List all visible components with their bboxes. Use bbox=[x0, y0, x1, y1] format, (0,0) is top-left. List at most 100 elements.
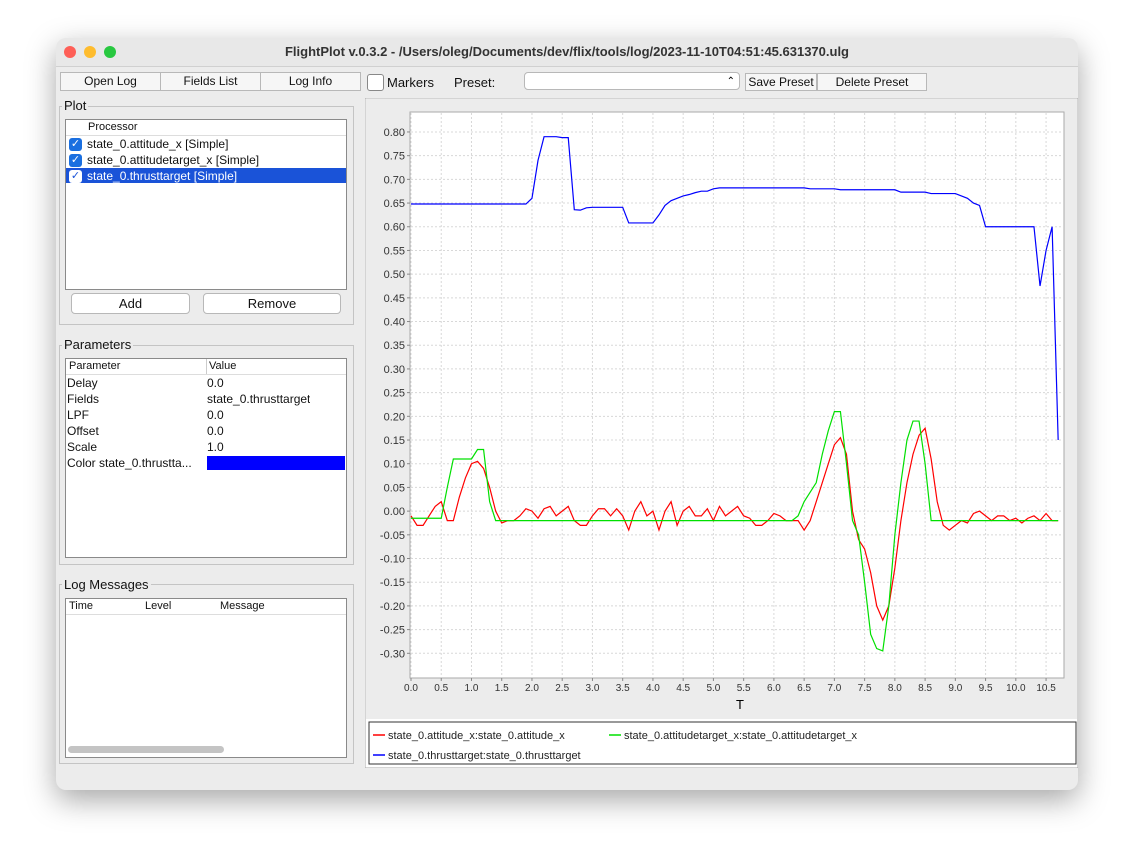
x-tick-label: 6.0 bbox=[767, 683, 781, 694]
parameter-value[interactable]: 1.0 bbox=[207, 440, 224, 454]
delete-preset-button[interactable]: Delete Preset bbox=[817, 73, 927, 91]
markers-checkbox[interactable] bbox=[367, 74, 384, 91]
parameter-name[interactable]: Delay bbox=[67, 376, 98, 390]
close-button[interactable] bbox=[64, 46, 76, 58]
remove-button[interactable]: Remove bbox=[203, 293, 341, 314]
y-tick-label: 0.40 bbox=[384, 317, 405, 329]
x-tick-label: 6.5 bbox=[797, 683, 811, 694]
x-tick-label: 9.5 bbox=[979, 683, 993, 694]
legend-label: state_0.thrusttarget:state_0.thrusttarge… bbox=[388, 750, 581, 762]
save-preset-button[interactable]: Save Preset bbox=[745, 73, 817, 91]
parameter-name[interactable]: Fields bbox=[67, 392, 99, 406]
parameter-name[interactable]: Offset bbox=[67, 424, 99, 438]
processor-item[interactable]: state_0.attitudetarget_x [Simple] bbox=[87, 153, 259, 167]
y-tick-label: 0.45 bbox=[384, 293, 405, 305]
y-tick-label: 0.70 bbox=[384, 174, 405, 186]
log-table: Time Level Message bbox=[65, 598, 347, 758]
x-axis-label: T bbox=[736, 697, 744, 712]
y-tick-label: 0.00 bbox=[384, 506, 405, 518]
column-header: Parameter bbox=[69, 360, 120, 372]
parameter-value[interactable]: 0.0 bbox=[207, 424, 224, 438]
y-tick-label: -0.20 bbox=[380, 601, 405, 613]
x-tick-label: 8.5 bbox=[918, 683, 932, 694]
legend-label: state_0.attitudetarget_x:state_0.attitud… bbox=[624, 730, 857, 742]
y-tick-label: 0.10 bbox=[384, 459, 405, 471]
zoom-button[interactable] bbox=[104, 46, 116, 58]
x-tick-label: 0.0 bbox=[404, 683, 418, 694]
window-title: FlightPlot v.0.3.2 - /Users/oleg/Documen… bbox=[285, 44, 849, 59]
plot-group-title: Plot bbox=[62, 98, 88, 113]
log-messages-title: Log Messages bbox=[62, 577, 151, 592]
checkbox[interactable]: ✓ bbox=[69, 138, 82, 151]
x-tick-label: 9.0 bbox=[948, 683, 962, 694]
y-tick-label: 0.50 bbox=[384, 269, 405, 281]
y-tick-label: -0.15 bbox=[380, 577, 405, 589]
processor-list: Processor ✓ ✓ ✓ state_0.attitude_x [Simp… bbox=[65, 119, 347, 290]
minimize-button[interactable] bbox=[84, 46, 96, 58]
y-tick-label: 0.25 bbox=[384, 388, 405, 400]
parameter-name[interactable]: Scale bbox=[67, 440, 97, 454]
x-tick-label: 10.5 bbox=[1036, 683, 1056, 694]
y-tick-label: 0.15 bbox=[384, 435, 405, 447]
open-log-button[interactable]: Open Log bbox=[60, 72, 161, 91]
title-bar: FlightPlot v.0.3.2 - /Users/oleg/Documen… bbox=[56, 38, 1078, 67]
column-header: Time bbox=[69, 600, 93, 612]
x-tick-label: 4.0 bbox=[646, 683, 660, 694]
x-tick-label: 2.0 bbox=[525, 683, 539, 694]
parameter-name[interactable]: LPF bbox=[67, 408, 89, 422]
y-tick-label: 0.55 bbox=[384, 245, 405, 257]
y-tick-label: 0.35 bbox=[384, 340, 405, 352]
x-tick-label: 2.5 bbox=[555, 683, 569, 694]
x-tick-label: 3.5 bbox=[616, 683, 630, 694]
parameter-value[interactable]: state_0.thrusttarget bbox=[207, 392, 310, 406]
y-tick-label: 0.65 bbox=[384, 198, 405, 210]
preset-combo[interactable]: ⌃ bbox=[524, 72, 740, 90]
processor-item[interactable]: state_0.attitude_x [Simple] bbox=[87, 137, 228, 151]
processor-item[interactable]: state_0.thrusttarget [Simple] bbox=[87, 169, 237, 183]
x-tick-label: 5.0 bbox=[706, 683, 720, 694]
checkbox[interactable]: ✓ bbox=[69, 154, 82, 167]
app-window: FlightPlot v.0.3.2 - /Users/oleg/Documen… bbox=[56, 38, 1078, 790]
processor-header: Processor bbox=[88, 121, 138, 133]
parameters-title: Parameters bbox=[62, 337, 133, 352]
x-tick-label: 7.0 bbox=[827, 683, 841, 694]
add-button[interactable]: Add bbox=[71, 293, 190, 314]
column-header: Level bbox=[145, 600, 171, 612]
preset-label: Preset: bbox=[454, 75, 495, 90]
x-tick-label: 1.5 bbox=[495, 683, 509, 694]
plot-area bbox=[410, 112, 1064, 678]
checkbox[interactable]: ✓ bbox=[69, 170, 82, 183]
y-tick-label: 0.20 bbox=[384, 411, 405, 423]
chart: T 0.80 0.75 0.70 0.65 0.60 0.55 0.50 0.45 0.40 0.… bbox=[365, 98, 1078, 768]
parameter-name[interactable]: Color state_0.thrustta... bbox=[67, 456, 192, 470]
y-tick-label: 0.80 bbox=[384, 127, 405, 139]
parameters-table: Parameter Value Delay 0.0 Fields state_0.th… bbox=[65, 358, 347, 558]
column-header: Value bbox=[209, 360, 236, 372]
parameter-value[interactable]: 0.0 bbox=[207, 376, 224, 390]
legend-label: state_0.attitude_x:state_0.attitude_x bbox=[388, 730, 565, 742]
x-tick-label: 4.5 bbox=[676, 683, 690, 694]
x-tick-label: 0.5 bbox=[434, 683, 448, 694]
y-tick-label: -0.25 bbox=[380, 625, 405, 637]
y-tick-label: 0.05 bbox=[384, 482, 405, 494]
y-tick-label: -0.30 bbox=[380, 648, 405, 660]
markers-label: Markers bbox=[387, 75, 434, 90]
color-swatch[interactable] bbox=[207, 456, 345, 470]
scrollbar[interactable] bbox=[68, 746, 224, 753]
x-tick-label: 1.0 bbox=[465, 683, 479, 694]
log-info-button[interactable]: Log Info bbox=[260, 72, 361, 91]
y-tick-label: 0.30 bbox=[384, 364, 405, 376]
column-header: Message bbox=[220, 600, 265, 612]
parameter-value[interactable]: 0.0 bbox=[207, 408, 224, 422]
x-tick-label: 5.5 bbox=[737, 683, 751, 694]
x-tick-label: 8.0 bbox=[888, 683, 902, 694]
x-tick-label: 3.0 bbox=[585, 683, 599, 694]
x-tick-label: 7.5 bbox=[858, 683, 872, 694]
y-tick-label: -0.10 bbox=[380, 554, 405, 566]
y-tick-label: -0.05 bbox=[380, 530, 405, 542]
y-tick-label: 0.75 bbox=[384, 151, 405, 163]
x-tick-label: 10.0 bbox=[1006, 683, 1026, 694]
fields-list-button[interactable]: Fields List bbox=[160, 72, 261, 91]
y-tick-label: 0.60 bbox=[384, 222, 405, 234]
